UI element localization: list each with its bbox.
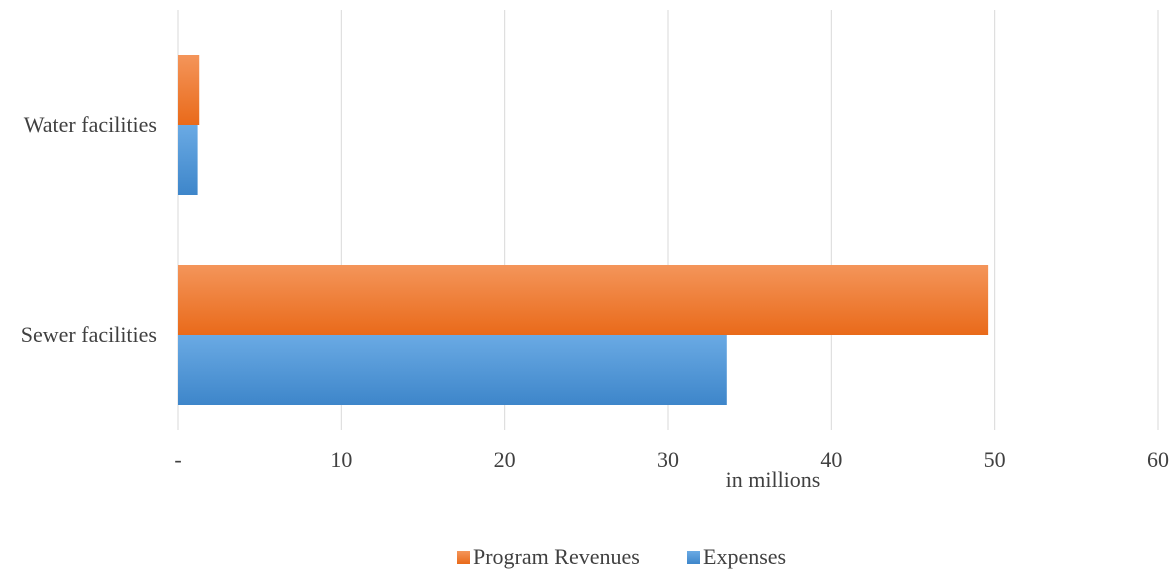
legend-label: Expenses: [703, 544, 786, 569]
category-label: Sewer facilities: [21, 322, 157, 347]
x-tick-label: 10: [330, 447, 352, 472]
bars: [178, 55, 989, 405]
x-tick-label: 20: [494, 447, 516, 472]
bar-sewer-facilities-expenses: [178, 335, 727, 405]
x-tick-label: 50: [984, 447, 1006, 472]
x-axis-title: in millions: [726, 467, 821, 492]
legend: Program Revenues Expenses: [457, 544, 786, 569]
bar-water-facilities-expenses: [178, 125, 198, 195]
x-tick-label: 40: [820, 447, 842, 472]
category-label: Water facilities: [24, 112, 157, 137]
x-tick-label: -: [174, 447, 181, 472]
x-tick-label: 30: [657, 447, 679, 472]
category-labels: Water facilities Sewer facilities: [21, 112, 157, 347]
legend-swatch: [687, 551, 700, 564]
bar-water-facilities-program-revenues: [178, 55, 200, 125]
x-tick-labels: - 10 20 30 40 50 60: [174, 447, 1169, 472]
x-tick-label: 60: [1147, 447, 1169, 472]
bar-sewer-facilities-program-revenues: [178, 265, 989, 335]
legend-label: Program Revenues: [473, 544, 640, 569]
legend-swatch: [457, 551, 470, 564]
gridlines: [177, 10, 1159, 430]
